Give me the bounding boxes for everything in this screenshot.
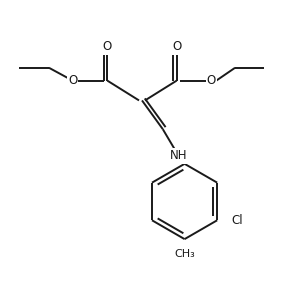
Text: NH: NH xyxy=(170,150,187,162)
Text: O: O xyxy=(103,41,112,53)
Text: Cl: Cl xyxy=(231,214,243,227)
Text: O: O xyxy=(172,41,181,53)
Text: O: O xyxy=(207,74,216,87)
Text: O: O xyxy=(68,74,77,87)
Text: CH₃: CH₃ xyxy=(174,249,195,259)
